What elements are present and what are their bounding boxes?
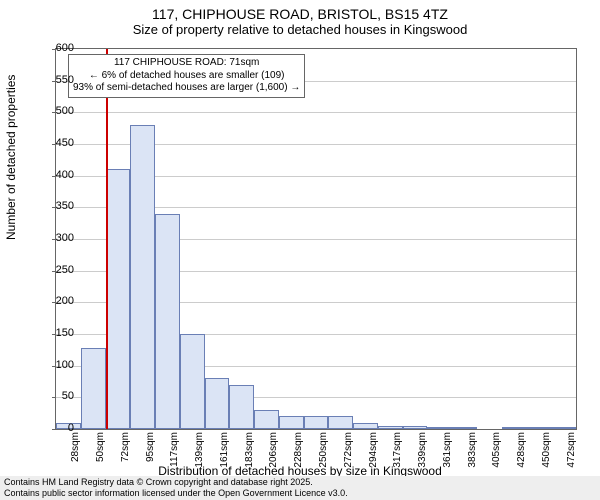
y-tick-label: 550 [34,74,74,86]
histogram-bar [279,416,304,429]
x-tick-label: 361sqm [442,432,453,482]
histogram-bar [205,378,230,429]
histogram-bar [254,410,279,429]
x-tick-label: 339sqm [417,432,428,482]
x-tick-label: 117sqm [169,432,180,482]
x-tick-label: 28sqm [70,432,81,482]
y-tick-label: 350 [34,200,74,212]
histogram-bar [353,423,378,429]
y-tick-label: 250 [34,264,74,276]
x-tick-label: 139sqm [194,432,205,482]
histogram-bar [81,348,106,429]
x-tick-label: 228sqm [293,432,304,482]
x-tick-label: 405sqm [491,432,502,482]
x-tick-label: 294sqm [368,432,379,482]
info-box-line3: 93% of semi-detached houses are larger (… [73,82,300,95]
x-tick-label: 50sqm [95,432,106,482]
x-tick-label: 272sqm [343,432,354,482]
histogram-bar [328,416,353,429]
x-tick-label: 161sqm [219,432,230,482]
y-tick-label: 200 [34,295,74,307]
y-tick-label: 0 [34,422,74,434]
y-tick-label: 150 [34,327,74,339]
histogram-bar [229,385,254,429]
x-tick-label: 472sqm [566,432,577,482]
histogram-bar [403,426,428,429]
property-info-box: 117 CHIPHOUSE ROAD: 71sqm← 6% of detache… [68,54,305,98]
title-sub: Size of property relative to detached ho… [0,22,600,37]
info-box-line2: ← 6% of detached houses are smaller (109… [73,70,300,83]
y-tick-label: 300 [34,232,74,244]
histogram-bar [106,169,131,429]
footer-line2: Contains public sector information licen… [4,488,596,499]
x-tick-label: 317sqm [392,432,403,482]
x-tick-label: 183sqm [244,432,255,482]
x-tick-label: 72sqm [120,432,131,482]
x-tick-label: 250sqm [318,432,329,482]
y-tick-label: 100 [34,359,74,371]
chart-title-block: 117, CHIPHOUSE ROAD, BRISTOL, BS15 4TZ S… [0,0,600,37]
x-tick-label: 95sqm [145,432,156,482]
info-box-line1: 117 CHIPHOUSE ROAD: 71sqm [73,57,300,70]
histogram-bar [526,427,551,429]
title-main: 117, CHIPHOUSE ROAD, BRISTOL, BS15 4TZ [0,6,600,22]
histogram-bar [427,427,452,429]
y-axis-label: Number of detached properties [4,75,18,240]
property-marker-line [106,49,108,429]
histogram-bar [502,427,527,429]
histogram-bar [304,416,329,429]
y-tick-label: 450 [34,137,74,149]
y-tick-label: 600 [34,42,74,54]
y-tick-label: 400 [34,169,74,181]
histogram-bar [452,427,477,429]
histogram-plot: 117 CHIPHOUSE ROAD: 71sqm← 6% of detache… [55,48,577,430]
x-tick-label: 450sqm [541,432,552,482]
x-tick-label: 206sqm [268,432,279,482]
y-tick-label: 500 [34,105,74,117]
histogram-bar [155,214,180,429]
histogram-bar [551,427,576,429]
histogram-bar [378,426,403,429]
histogram-bar [130,125,155,429]
x-tick-label: 383sqm [467,432,478,482]
y-tick-label: 50 [34,390,74,402]
grid-line [56,112,576,113]
x-tick-label: 428sqm [516,432,527,482]
histogram-bar [180,334,205,429]
